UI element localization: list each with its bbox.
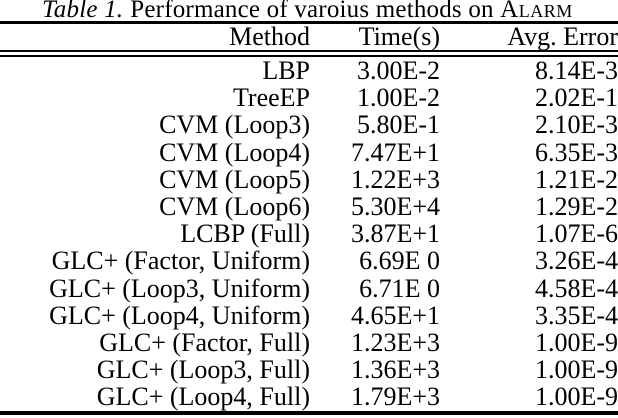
time-cell: 3.87E+1 <box>350 219 440 249</box>
method-cell: GLC+ (Factor, Uniform) <box>51 246 310 276</box>
column-header-avg-error: Avg. Error <box>440 22 618 57</box>
error-cell: 8.14E-3 <box>534 56 618 85</box>
caption-text: Performance of varoius methods on <box>130 0 494 23</box>
method-cell: LBP <box>262 56 310 85</box>
method-cell: GLC+ (Loop4, Full) <box>96 382 310 412</box>
method-cell: GLC+ (Loop3, Uniform) <box>49 273 310 303</box>
table-caption: Table 1. Performance of varoius methods o… <box>42 0 573 22</box>
error-cell: 1.00E-9 <box>534 382 618 412</box>
column-header-time: Time(s) <box>310 22 440 57</box>
error-cell: 1.00E-9 <box>534 328 618 358</box>
time-cell: 4.65E+1 <box>350 300 440 330</box>
time-cell: 5.80E-1 <box>356 110 440 140</box>
table-row: GLC+ (Factor, Full) 1.23E+3 1.00E-9 <box>0 329 618 356</box>
time-cell: 1.00E-2 <box>356 83 440 113</box>
method-cell: CVM (Loop3) <box>159 110 310 140</box>
error-cell: 1.00E-9 <box>534 355 618 385</box>
time-cell: 1.22E+3 <box>350 164 440 194</box>
method-cell: GLC+ (Factor, Full) <box>99 328 310 358</box>
method-cell: CVM (Loop6) <box>159 192 310 222</box>
time-cell: 3.00E-2 <box>356 56 440 85</box>
method-cell: CVM (Loop5) <box>159 164 310 194</box>
time-cell: 1.36E+3 <box>350 355 440 385</box>
method-cell: CVM (Loop4) <box>159 137 310 167</box>
error-cell: 6.35E-3 <box>534 137 618 167</box>
time-cell: 1.79E+3 <box>350 382 440 412</box>
table-row: GLC+ (Loop4, Uniform) 4.65E+1 3.35E-4 <box>0 302 618 329</box>
error-cell: 2.10E-3 <box>534 110 618 140</box>
time-cell: 5.30E+4 <box>350 192 440 222</box>
table-row: CVM (Loop5) 1.22E+3 1.21E-2 <box>0 166 618 193</box>
table-row: CVM (Loop6) 5.30E+4 1.29E-2 <box>0 193 618 220</box>
error-cell: 3.35E-4 <box>534 300 618 330</box>
table-row: GLC+ (Factor, Uniform) 6.69E 0 3.26E-4 <box>0 247 618 274</box>
method-cell: LCBP (Full) <box>180 219 310 249</box>
error-cell: 4.58E-4 <box>534 273 618 303</box>
table-row: GLC+ (Loop3, Uniform) 6.71E 0 4.58E-4 <box>0 273 618 303</box>
time-cell: 6.69E 0 <box>359 246 440 276</box>
table-row: CVM (Loop3) 5.80E-1 2.10E-3 <box>0 111 618 138</box>
performance-table: Method Time(s) Avg. Error LBP 3.00E-2 8.14… <box>0 21 618 415</box>
table-row: CVM (Loop4) 7.47E+1 6.35E-3 <box>0 137 618 167</box>
time-cell: 6.71E 0 <box>359 273 440 303</box>
table-header-row: Method Time(s) Avg. Error <box>0 22 618 57</box>
table-row: GLC+ (Loop3, Full) 1.36E+3 1.00E-9 <box>0 356 618 383</box>
method-cell: TreeEP <box>232 83 310 113</box>
error-cell: 1.21E-2 <box>534 164 618 194</box>
table-row: LBP 3.00E-2 8.14E-3 <box>0 54 618 85</box>
error-cell: 1.29E-2 <box>534 192 618 222</box>
error-cell: 2.02E-1 <box>534 83 618 113</box>
error-cell: 1.07E-6 <box>534 219 618 249</box>
table-row: GLC+ (Loop4, Full) 1.79E+3 1.00E-9 <box>0 383 618 412</box>
time-cell: 7.47E+1 <box>350 137 440 167</box>
method-cell: GLC+ (Loop3, Full) <box>96 355 310 385</box>
table-body: LBP 3.00E-2 8.14E-3 TreeEP 1.00E-2 2.02E-1 CVM… <box>0 54 618 413</box>
caption-dataset-name: Alarm <box>500 0 573 23</box>
column-header-method: Method <box>0 22 310 57</box>
table-row: TreeEP 1.00E-2 2.02E-1 <box>0 84 618 111</box>
time-cell: 1.23E+3 <box>350 328 440 358</box>
method-cell: GLC+ (Loop4, Uniform) <box>49 300 310 330</box>
error-cell: 3.26E-4 <box>534 246 618 276</box>
caption-label: Table 1. <box>42 0 124 23</box>
table-row: LCBP (Full) 3.87E+1 1.07E-6 <box>0 220 618 247</box>
